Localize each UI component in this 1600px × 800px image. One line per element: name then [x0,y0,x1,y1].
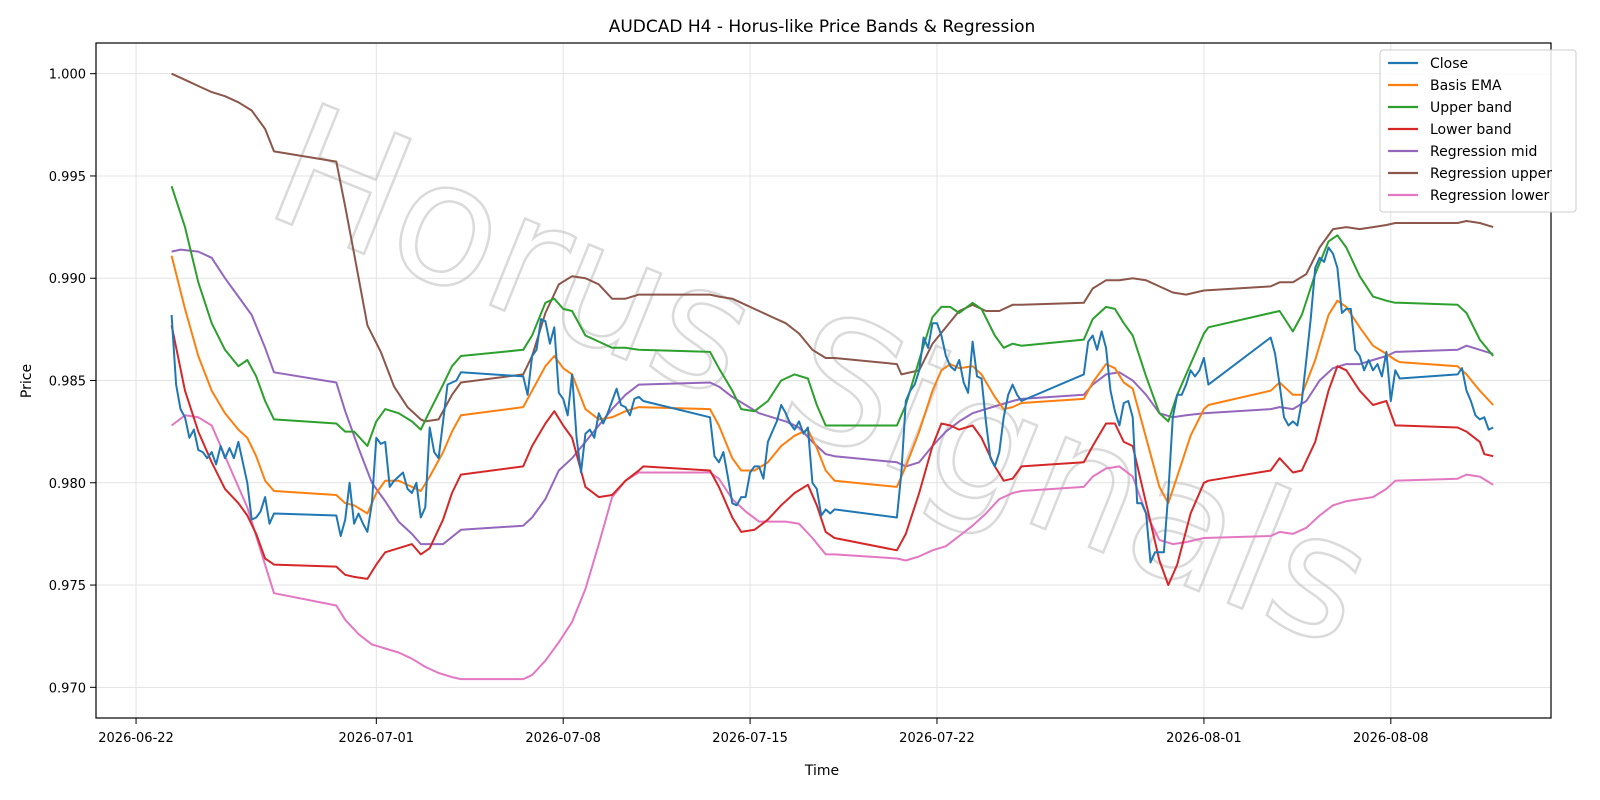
series-line-regression-upper [171,72,1494,423]
legend-label: Close [1430,56,1468,72]
y-tick-label: 0.970 [49,681,86,696]
series-layer [170,72,1494,681]
series-line-regression-mid [171,248,1494,546]
y-axis-label: Price [19,364,35,398]
axis-layer: 2026-06-22 2026-07-01 2026-07-08 2026-07-15… [49,68,1429,746]
y-tick-label: 0.975 [49,579,86,594]
legend: Close Basis EMA Upper band Lower band Regres… [1379,49,1577,213]
y-tick-label: 0.980 [49,477,86,492]
x-tick-label: 2026-07-22 [899,731,975,746]
series-line-close [170,246,1494,564]
x-tick-label: 2026-07-01 [339,731,415,746]
x-tick-label: 2026-07-15 [712,731,788,746]
legend-label: Regression mid [1430,144,1537,160]
y-tick-label: 1.000 [49,68,86,83]
y-tick-label: 0.990 [49,272,86,287]
legend-label: Upper band [1430,100,1512,116]
x-tick-label: 2026-07-08 [525,731,601,746]
series-line-basis-ema [170,255,1494,515]
series-line-regression-lower [170,414,1494,681]
legend-label: Regression upper [1430,166,1552,182]
series-line-upper-band [170,185,1494,447]
series-line-lower-band [170,325,1494,586]
legend-label: Lower band [1430,122,1512,138]
x-tick-label: 2026-06-22 [98,731,174,746]
chart-title: AUDCAD H4 - Horus-like Price Bands & Reg… [609,17,1036,37]
x-tick-label: 2026-08-08 [1353,731,1429,746]
x-tick-label: 2026-08-01 [1166,731,1242,746]
x-axis-label: Time [804,763,839,779]
y-tick-label: 0.985 [49,375,86,390]
legend-label: Regression lower [1430,188,1550,204]
legend-box [1379,49,1577,213]
y-tick-label: 0.995 [49,170,86,185]
legend-label: Basis EMA [1430,78,1502,94]
grid-layer [96,43,1551,718]
